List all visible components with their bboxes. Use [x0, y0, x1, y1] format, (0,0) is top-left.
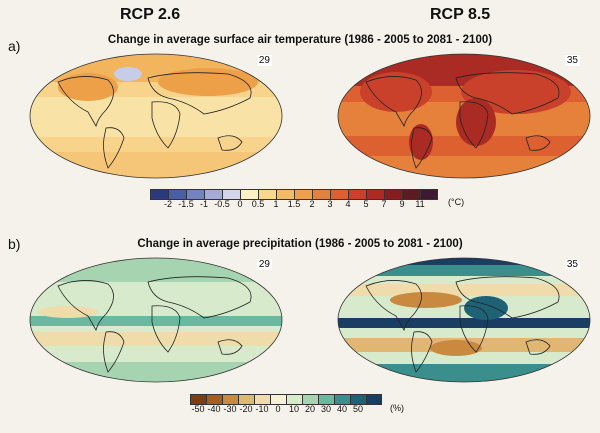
colorbar-swatch: [402, 189, 420, 200]
precipitation-map-rcp26: 29: [28, 256, 284, 384]
temperature-colorbar: [150, 189, 438, 200]
colorbar-swatch: [276, 189, 294, 200]
panel-b-letter: b): [8, 236, 21, 252]
colorbar-swatch: [150, 189, 168, 200]
colorbar-swatch: [206, 394, 222, 405]
colorbar-swatch: [350, 394, 366, 405]
colorbar-tick-label: -10: [255, 404, 269, 414]
colorbar-tick-label: -40: [207, 404, 221, 414]
colorbar-tick-label: 7: [381, 199, 387, 209]
colorbar-tick-label: 20: [304, 404, 316, 414]
scenario-label-rcp26: RCP 2.6: [120, 6, 181, 23]
scenario-label-rcp85: RCP 8.5: [430, 6, 491, 23]
colorbar-swatch: [186, 189, 204, 200]
temperature-map-rcp85: 35: [336, 52, 592, 180]
panel-a-title: Change in average surface air temperatur…: [107, 34, 493, 46]
colorbar-swatch: [238, 394, 254, 405]
colorbar-tick-label: -30: [223, 404, 237, 414]
colorbar-swatch: [270, 394, 286, 405]
colorbar-tick-label: -20: [239, 404, 253, 414]
colorbar-swatch: [312, 189, 330, 200]
temperature-unit-label: (°C): [448, 197, 465, 207]
colorbar-tick-label: 11: [415, 199, 425, 209]
colorbar-tick-label: -1: [199, 199, 209, 209]
colorbar-swatch: [334, 394, 350, 405]
colorbar-tick-label: -50: [191, 404, 205, 414]
map-count-label: 35: [564, 55, 580, 66]
colorbar-tick-label: -0.5: [214, 199, 230, 209]
colorbar-tick-label: 1.5: [287, 199, 301, 209]
colorbar-tick-label: 30: [320, 404, 332, 414]
colorbar-tick-label: 5: [363, 199, 369, 209]
colorbar-tick-label: -1.5: [178, 199, 194, 209]
panel-b-title: Change in average precipitation (1986 - …: [137, 238, 463, 250]
map-count-label: 29: [256, 259, 272, 270]
colorbar-tick-label: 1: [273, 199, 279, 209]
colorbar-swatch: [168, 189, 186, 200]
colorbar-swatch: [318, 394, 334, 405]
colorbar-swatch: [294, 189, 312, 200]
colorbar-swatch: [258, 189, 276, 200]
colorbar-swatch: [240, 189, 258, 200]
colorbar-tick-label: 0.5: [251, 199, 265, 209]
precipitation-colorbar-ticks: -50 -40 -30 -20 -10 0 10 20 30 40 50: [190, 404, 384, 416]
colorbar-swatch: [348, 189, 366, 200]
precipitation-map-rcp85: 35: [336, 256, 592, 384]
colorbar-swatch: [222, 394, 238, 405]
colorbar-swatch: [286, 394, 302, 405]
colorbar-swatch: [330, 189, 348, 200]
temperature-colorbar-ticks: -2 -1.5 -1 -0.5 0 0.5 1 1.5 2 3 4 5 7 9 11: [150, 199, 440, 211]
precipitation-colorbar: [190, 394, 382, 405]
colorbar-swatch: [190, 394, 206, 405]
colorbar-swatch: [222, 189, 240, 200]
colorbar-swatch: [366, 394, 382, 405]
colorbar-tick-label: -2: [163, 199, 173, 209]
colorbar-tick-label: 4: [345, 199, 351, 209]
colorbar-swatch: [302, 394, 318, 405]
map-count-label: 35: [564, 259, 580, 270]
colorbar-tick-label: 10: [288, 404, 300, 414]
colorbar-tick-label: 3: [327, 199, 333, 209]
panel-a-letter: a): [8, 38, 21, 54]
map-count-label: 29: [256, 55, 272, 66]
colorbar-tick-label: 50: [352, 404, 364, 414]
colorbar-swatch: [420, 189, 438, 200]
colorbar-swatch: [204, 189, 222, 200]
colorbar-tick-label: 2: [309, 199, 315, 209]
colorbar-swatch: [254, 394, 270, 405]
colorbar-tick-label: 0: [275, 404, 281, 414]
colorbar-swatch: [384, 189, 402, 200]
colorbar-tick-label: 9: [399, 199, 405, 209]
colorbar-swatch: [366, 189, 384, 200]
temperature-map-rcp26: 29: [28, 52, 284, 180]
colorbar-tick-label: 40: [336, 404, 348, 414]
precipitation-unit-label: (%): [390, 403, 404, 413]
colorbar-tick-label: 0: [237, 199, 243, 209]
